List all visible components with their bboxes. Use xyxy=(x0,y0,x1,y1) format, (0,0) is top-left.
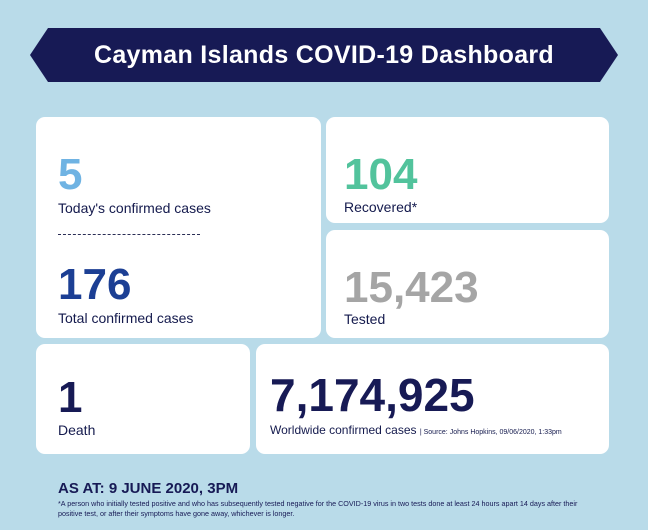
total-confirmed-value: 176 xyxy=(58,260,132,309)
worldwide-source: | Source: Johns Hopkins, 09/06/2020, 1:3… xyxy=(419,429,562,436)
recovered-label: Recovered* xyxy=(344,199,418,215)
as-at-timestamp: AS AT: 9 JUNE 2020, 3PM xyxy=(58,480,239,497)
death-value: 1 xyxy=(58,373,83,422)
recovered-value: 104 xyxy=(344,150,418,199)
total-confirmed-label: Total confirmed cases xyxy=(58,310,194,326)
dashed-divider xyxy=(58,234,200,235)
tested-label: Tested xyxy=(344,311,386,327)
worldwide-label-row: Worldwide confirmed cases | Source: John… xyxy=(270,423,562,437)
today-confirmed-value: 5 xyxy=(58,150,83,199)
death-label: Death xyxy=(58,422,96,438)
tested-card: 15,423 Tested xyxy=(326,230,609,338)
page-title: Cayman Islands COVID-19 Dashboard xyxy=(93,40,555,69)
today-confirmed-label: Today's confirmed cases xyxy=(58,200,211,216)
worldwide-card: 7,174,925 Worldwide confirmed cases | So… xyxy=(256,344,609,454)
recovered-footnote: *A person who initially tested positive … xyxy=(58,499,578,519)
tested-value: 15,423 xyxy=(344,263,479,312)
worldwide-value: 7,174,925 xyxy=(270,369,475,421)
death-card: 1 Death xyxy=(36,344,250,454)
dashboard-banner: Cayman Islands COVID-19 Dashboard xyxy=(30,28,618,82)
worldwide-label: Worldwide confirmed cases xyxy=(270,423,417,437)
confirmed-cases-card: 5 Today's confirmed cases 176 Total conf… xyxy=(36,117,321,338)
recovered-card: 104 Recovered* xyxy=(326,117,609,223)
